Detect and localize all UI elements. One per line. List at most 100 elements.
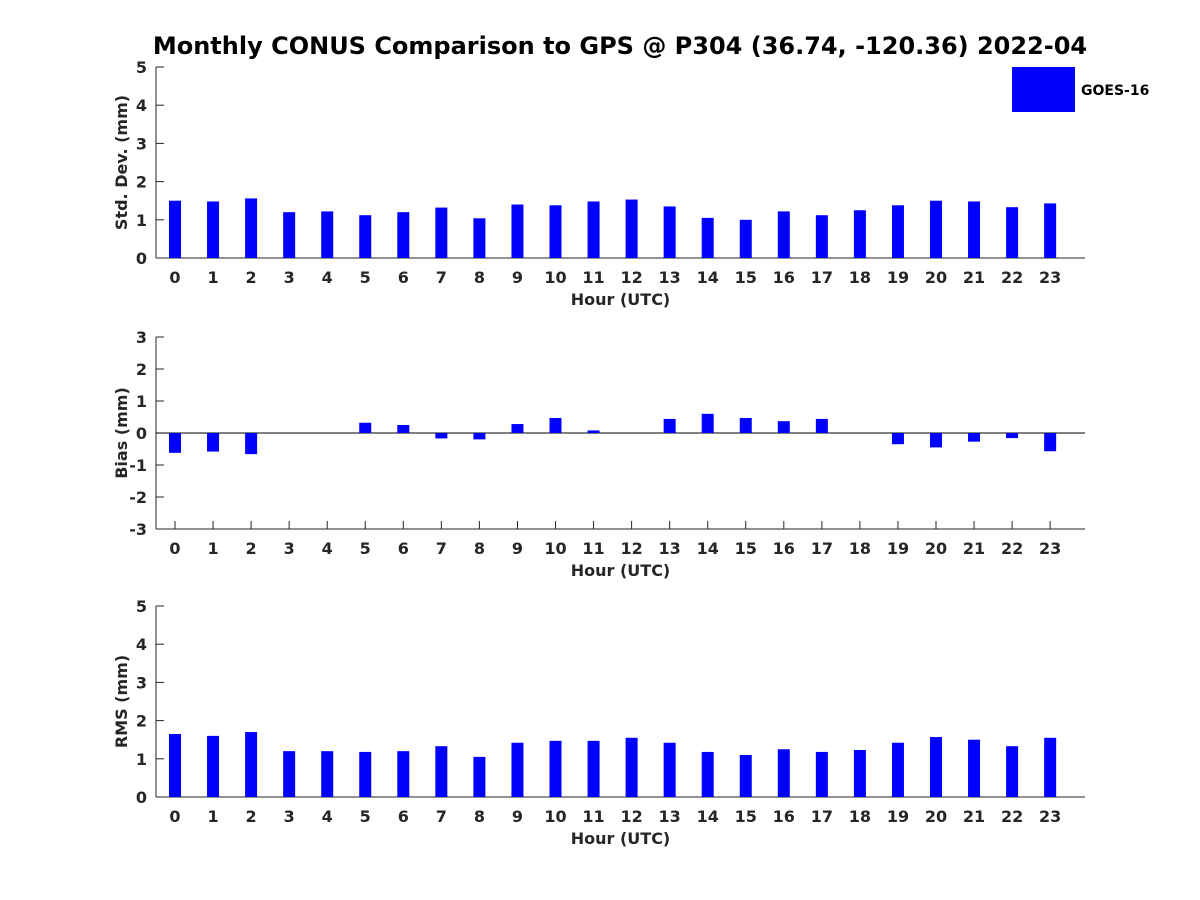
y-tick-label: 2 (136, 173, 147, 192)
bar-hour-15 (739, 417, 752, 433)
x-tick-label: 8 (474, 539, 485, 558)
x-tick-label: 14 (697, 807, 719, 826)
bar-hour-1 (207, 201, 220, 258)
x-tick-label: 22 (1001, 268, 1023, 287)
x-tick-label: 2 (246, 268, 257, 287)
x-tick-label: 23 (1039, 539, 1061, 558)
bar-hour-13 (663, 418, 676, 433)
bar-hour-20 (930, 200, 942, 258)
bar-hour-0 (169, 433, 181, 453)
bar-hour-8 (473, 218, 486, 258)
x-tick-label: 9 (512, 807, 523, 826)
bar-hour-12 (625, 737, 638, 797)
bar-hour-1 (207, 735, 220, 797)
bar-hour-20 (930, 737, 942, 797)
y-tick-label: 3 (136, 134, 147, 153)
x-tick-label: 6 (398, 268, 409, 287)
x-tick-label: 3 (284, 807, 295, 826)
x-tick-label: 17 (811, 268, 833, 287)
x-tick-label: 21 (963, 268, 985, 287)
bar-hour-19 (891, 205, 904, 258)
bar-hour-17 (815, 751, 828, 797)
legend-label: GOES-16 (1081, 83, 1149, 99)
x-tick-label: 23 (1039, 268, 1061, 287)
x-tick-label: 4 (322, 268, 333, 287)
bar-hour-10 (549, 417, 562, 433)
x-tick-label: 10 (544, 807, 566, 826)
y-tick-label: 0 (136, 424, 147, 443)
bar-hour-9 (511, 424, 524, 433)
x-tick-label: 4 (322, 807, 333, 826)
bar-hour-23 (1044, 737, 1057, 797)
x-tick-label: 18 (849, 539, 871, 558)
x-tick-label: 0 (169, 539, 180, 558)
bar-hour-6 (397, 425, 410, 433)
chart-title: Monthly CONUS Comparison to GPS @ P304 (… (153, 32, 1087, 60)
x-tick-label: 18 (849, 268, 871, 287)
x-tick-label: 17 (811, 807, 833, 826)
y-axis-label: Std. Dev. (mm) (112, 95, 131, 230)
bar-hour-15 (739, 754, 752, 797)
x-tick-label: 5 (360, 539, 371, 558)
bar-hour-23 (1044, 203, 1057, 258)
x-tick-label: 6 (398, 807, 409, 826)
bar-hour-12 (625, 199, 638, 258)
bar-hour-2 (245, 433, 258, 455)
y-tick-label: -1 (129, 456, 147, 475)
bar-hour-6 (397, 212, 410, 258)
x-tick-label: 15 (735, 539, 757, 558)
bar-hour-2 (245, 198, 258, 258)
bar-hour-21 (968, 201, 981, 258)
bar-hour-14 (701, 751, 714, 797)
bar-hour-23 (1044, 433, 1057, 452)
y-tick-label: 2 (136, 360, 147, 379)
x-tick-label: 11 (582, 268, 604, 287)
x-tick-label: 17 (811, 539, 833, 558)
x-tick-label: 22 (1001, 807, 1023, 826)
bar-hour-10 (549, 740, 562, 797)
bar-hour-9 (511, 742, 524, 797)
x-tick-label: 15 (735, 268, 757, 287)
bar-hour-13 (663, 742, 676, 797)
x-tick-label: 16 (773, 807, 795, 826)
bar-hour-0 (169, 733, 181, 797)
x-tick-label: 13 (659, 268, 681, 287)
bar-hour-16 (777, 421, 790, 433)
bar-hour-19 (891, 742, 904, 797)
y-tick-label: 4 (136, 96, 147, 115)
x-axis-label: Hour (UTC) (571, 290, 671, 309)
x-tick-label: 13 (659, 807, 681, 826)
x-tick-label: 11 (582, 539, 604, 558)
x-tick-label: 8 (474, 807, 485, 826)
x-tick-label: 13 (659, 539, 681, 558)
x-tick-label: 22 (1001, 539, 1023, 558)
bar-hour-21 (968, 433, 981, 442)
bar-hour-16 (777, 211, 790, 258)
bar-hour-8 (473, 756, 486, 797)
bar-hour-5 (359, 215, 372, 258)
bar-hour-14 (701, 413, 714, 433)
bar-hour-9 (511, 204, 524, 258)
x-tick-label: 9 (512, 539, 523, 558)
bar-hour-4 (321, 751, 334, 797)
y-tick-label: -2 (129, 488, 147, 507)
y-tick-label: -3 (129, 520, 147, 539)
y-tick-label: 1 (136, 211, 147, 230)
bar-hour-2 (245, 732, 258, 797)
y-tick-label: 1 (136, 392, 147, 411)
bar-hour-14 (701, 217, 714, 258)
x-tick-label: 7 (436, 539, 447, 558)
x-tick-label: 18 (849, 807, 871, 826)
y-tick-label: 0 (136, 788, 147, 807)
bar-hour-7 (435, 207, 448, 258)
x-tick-label: 14 (697, 268, 719, 287)
bar-hour-13 (663, 206, 676, 258)
bar-hour-7 (435, 433, 448, 439)
x-tick-label: 16 (773, 539, 795, 558)
x-tick-label: 1 (207, 268, 218, 287)
bar-hour-5 (359, 422, 372, 433)
